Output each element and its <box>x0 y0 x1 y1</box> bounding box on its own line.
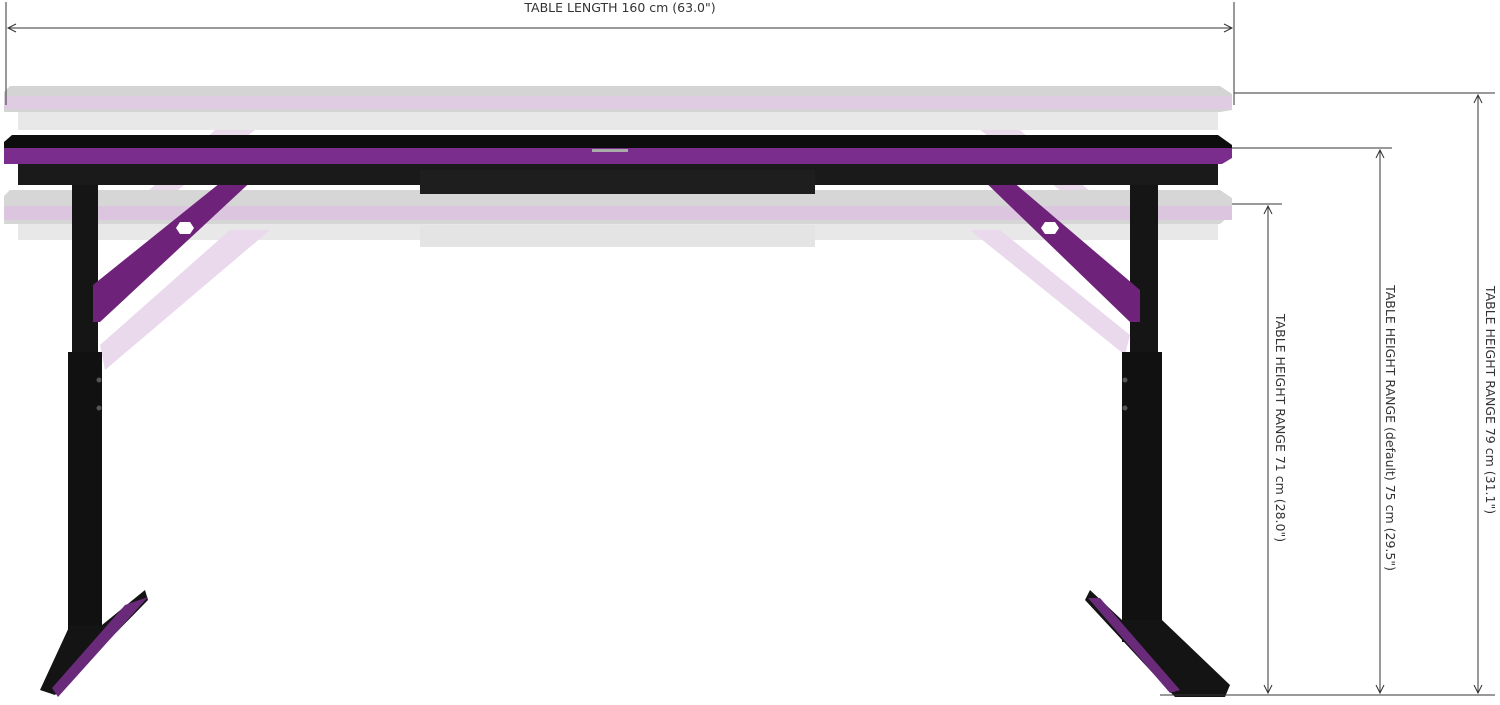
dimension-lines <box>5 2 1495 696</box>
ghost-desk-min-height <box>4 190 1232 370</box>
right-leg <box>1085 175 1230 697</box>
height-max-label: TABLE HEIGHT RANGE 79 cm (31.1") <box>1483 285 1498 514</box>
height-default-label: TABLE HEIGHT RANGE (default) 75 cm (29.5… <box>1383 284 1398 571</box>
desk-top <box>4 135 1232 194</box>
table-length-label: TABLE LENGTH 160 cm (63.0") <box>523 0 715 15</box>
height-min-label: TABLE HEIGHT RANGE 71 cm (28.0") <box>1273 313 1288 542</box>
left-leg <box>40 175 148 697</box>
left-brace <box>93 175 258 322</box>
right-brace <box>978 175 1140 322</box>
